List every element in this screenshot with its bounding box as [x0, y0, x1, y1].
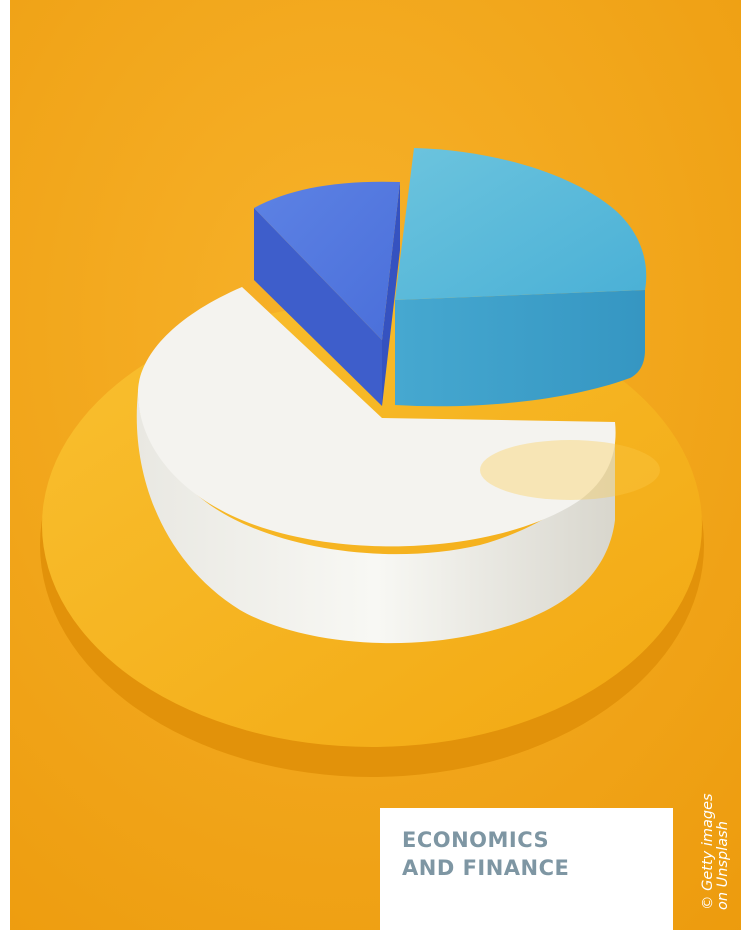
cover-image-card: ECONOMICS AND FINANCE © Getty images on …	[10, 0, 741, 930]
category-title: ECONOMICS AND FINANCE	[402, 826, 569, 882]
blue-slice-top	[254, 181, 400, 340]
white-slice-side	[136, 392, 616, 644]
base-disc-highlight	[480, 440, 660, 500]
category-label-box: ECONOMICS AND FINANCE	[380, 808, 673, 930]
category-title-line-1: ECONOMICS	[402, 828, 550, 852]
category-title-line-2: AND FINANCE	[402, 856, 570, 880]
white-slice-top	[137, 287, 616, 547]
blue-slice-front	[382, 182, 400, 406]
cyan-slice-side	[395, 290, 645, 407]
pie-chart-photo	[10, 0, 741, 930]
cyan-slice-top	[395, 148, 647, 300]
photo-credit-line-1: © Getty images	[700, 793, 716, 910]
photo-credit-line-2: on Unsplash	[715, 821, 731, 910]
photo-credit: © Getty images on Unsplash	[700, 793, 731, 910]
blue-slice-side	[254, 208, 382, 406]
